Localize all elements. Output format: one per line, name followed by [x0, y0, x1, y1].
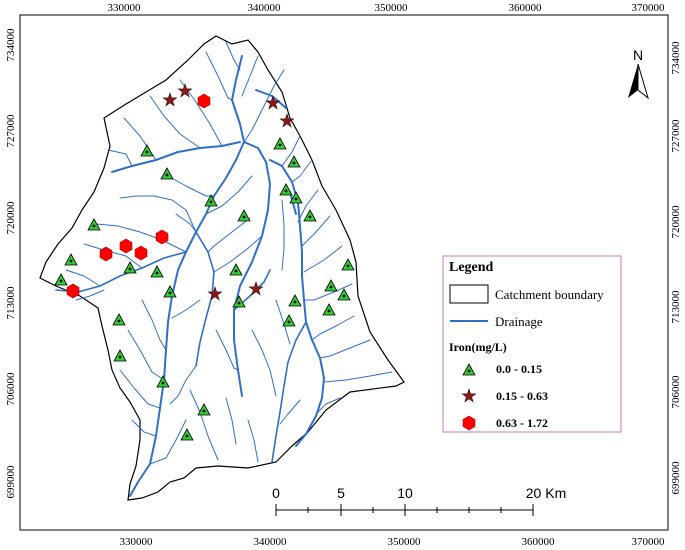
- y-tick-left-2: 720000: [5, 201, 17, 235]
- triangle-marker: [54, 273, 68, 286]
- triangle-marker: [123, 261, 137, 274]
- iron-mid-points: [162, 83, 295, 301]
- legend-class-mid: 0.15 - 0.63: [496, 389, 548, 403]
- legend-hexagon-icon: [462, 415, 476, 431]
- triangle-marker: [322, 303, 336, 316]
- y-tick-right-2: 720000: [670, 205, 682, 239]
- triangle-marker: [324, 279, 338, 292]
- triangle-marker: [156, 375, 170, 388]
- triangle-marker: [112, 313, 126, 326]
- triangle-marker: [204, 194, 218, 207]
- legend-star-icon: [461, 388, 477, 403]
- triangle-marker: [180, 428, 194, 441]
- drainage-network: [55, 41, 393, 497]
- scale-bar: 0 5 10 20 Km: [272, 485, 566, 516]
- x-tick-top-2: 350000: [375, 2, 409, 14]
- y-tick-left-5: 699000: [5, 465, 17, 499]
- legend-class-high: 0.63 - 1.72: [496, 416, 548, 430]
- triangle-marker: [282, 314, 296, 327]
- y-tick-right-0: 734000: [670, 41, 682, 75]
- triangle-marker: [140, 144, 154, 157]
- north-arrow: N: [628, 47, 649, 100]
- triangle-marker: [288, 294, 302, 307]
- scale-bar-line: [275, 504, 534, 516]
- hexagon-marker: [66, 283, 80, 299]
- legend-title: Legend: [449, 260, 494, 275]
- legend-triangle-icon: [462, 363, 476, 376]
- triangle-marker: [273, 137, 287, 150]
- y-tick-right-5: 699000: [670, 461, 682, 495]
- x-tick-bottom-4: 370000: [632, 536, 666, 548]
- star-marker: [248, 281, 264, 296]
- triangle-marker: [279, 183, 293, 196]
- north-arrow-icon: [628, 63, 649, 100]
- x-tick-top-1: 340000: [248, 2, 282, 14]
- triangle-marker: [163, 285, 177, 298]
- y-tick-left-4: 706000: [5, 372, 17, 406]
- triangle-marker: [197, 403, 211, 416]
- scale-label-5: 5: [337, 485, 345, 501]
- x-tick-top-0: 330000: [108, 2, 142, 14]
- north-label: N: [633, 47, 643, 63]
- x-tick-bottom-1: 340000: [254, 536, 288, 548]
- iron-high-points: [66, 93, 211, 299]
- legend-subtitle: Iron(mg/L): [449, 340, 507, 354]
- x-tick-top-3: 360000: [509, 2, 543, 14]
- star-marker: [279, 113, 295, 128]
- legend: Legend Catchment boundary Drainage Iron(…: [442, 255, 622, 433]
- triangle-marker: [287, 155, 301, 168]
- boundary-swatch: [449, 284, 489, 304]
- scale-label-10: 10: [397, 485, 413, 501]
- x-tick-bottom-3: 360000: [522, 536, 556, 548]
- star-marker: [162, 92, 178, 107]
- y-tick-right-1: 727000: [670, 119, 682, 153]
- y-ticks-right: 734000 727000 720000 713000 706000 69900…: [670, 41, 682, 495]
- triangle-marker: [229, 263, 243, 276]
- y-tick-right-3: 713000: [670, 290, 682, 324]
- triangle-marker: [64, 253, 78, 266]
- y-tick-right-4: 706000: [670, 375, 682, 409]
- scale-label-0: 0: [272, 485, 280, 501]
- triangle-marker: [303, 209, 317, 222]
- star-marker: [265, 95, 281, 110]
- x-tick-bottom-2: 350000: [388, 536, 422, 548]
- hexagon-marker: [155, 229, 169, 245]
- x-tick-bottom-0: 330000: [120, 536, 154, 548]
- triangle-marker: [113, 349, 127, 362]
- triangle-marker: [237, 209, 251, 222]
- legend-drainage-label: Drainage: [495, 314, 543, 329]
- legend-boundary-label: Catchment boundary: [495, 287, 604, 302]
- x-tick-top-4: 370000: [632, 2, 666, 14]
- hexagon-marker: [134, 245, 148, 261]
- triangle-marker: [289, 191, 303, 204]
- x-ticks-top: 330000 340000 350000 360000 370000: [108, 2, 666, 14]
- triangle-marker: [160, 167, 174, 180]
- iron-low-points: [54, 137, 355, 441]
- triangle-marker: [232, 295, 246, 308]
- x-ticks-bottom: 330000 340000 350000 360000 370000: [120, 536, 666, 548]
- star-marker: [207, 286, 223, 301]
- y-tick-left-0: 734000: [5, 28, 17, 62]
- hexagon-marker: [99, 246, 113, 262]
- y-ticks-left: 734000 727000 720000 713000 706000 69900…: [5, 28, 17, 499]
- triangle-marker: [150, 265, 164, 278]
- y-tick-left-3: 713000: [5, 286, 17, 320]
- triangle-marker: [87, 218, 101, 231]
- star-marker: [177, 83, 193, 98]
- hexagon-marker: [197, 93, 211, 109]
- scale-label-20: 20 Km: [526, 485, 566, 501]
- hexagon-marker: [119, 238, 133, 254]
- triangle-marker: [337, 288, 351, 301]
- triangle-marker: [341, 258, 355, 271]
- y-tick-left-1: 727000: [5, 114, 17, 148]
- legend-class-low: 0.0 - 0.15: [496, 362, 542, 376]
